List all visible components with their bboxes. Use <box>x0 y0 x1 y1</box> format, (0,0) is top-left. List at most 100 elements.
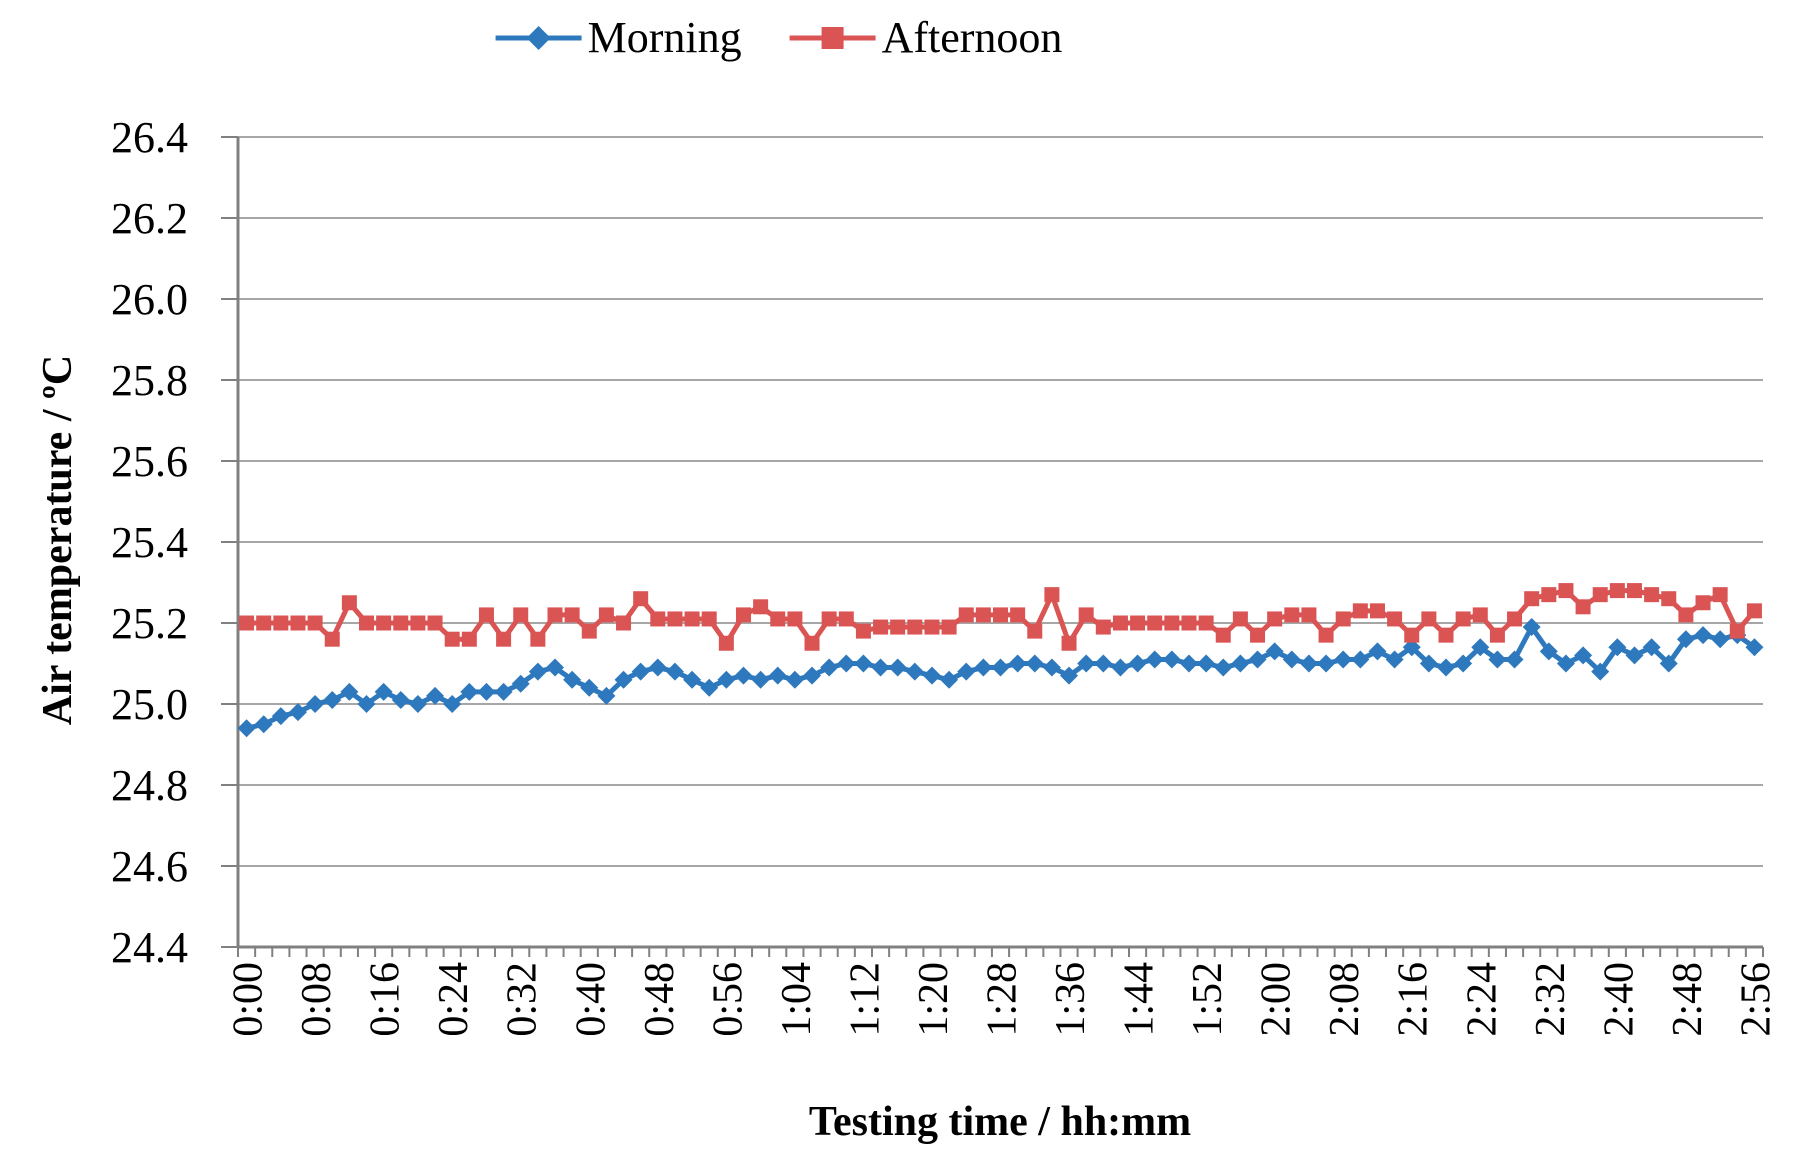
morning-marker <box>1351 650 1370 669</box>
afternoon-marker <box>1078 607 1094 623</box>
morning-marker <box>391 690 410 709</box>
afternoon-marker <box>650 611 666 627</box>
afternoon-marker <box>598 607 614 623</box>
x-tick-label: 0:16 <box>363 962 409 1037</box>
afternoon-marker <box>1027 623 1043 639</box>
afternoon-marker <box>1609 583 1625 599</box>
morning-marker <box>1642 638 1661 657</box>
afternoon-marker <box>461 631 477 647</box>
afternoon-marker <box>1284 607 1300 623</box>
afternoon-marker <box>1318 627 1334 643</box>
morning-marker <box>700 678 719 697</box>
morning-marker <box>1454 654 1473 673</box>
x-tick-label: 1:52 <box>1185 962 1231 1037</box>
afternoon-marker <box>564 607 580 623</box>
x-tick-label: 0:48 <box>637 962 683 1037</box>
morning-marker <box>1077 654 1096 673</box>
morning-marker <box>1574 646 1593 665</box>
morning-marker <box>1111 658 1130 677</box>
afternoon-marker <box>393 615 409 631</box>
y-tick-label: 26.4 <box>111 113 188 162</box>
morning-marker <box>1282 650 1301 669</box>
x-tick-label: 2:16 <box>1391 962 1437 1037</box>
morning-marker <box>1008 654 1027 673</box>
morning-marker <box>1659 654 1678 673</box>
afternoon-marker <box>1164 615 1180 631</box>
afternoon-marker <box>890 619 906 635</box>
legend-item-morning: Morning <box>494 16 742 60</box>
x-tick-label: 2:56 <box>1733 962 1779 1037</box>
morning-marker <box>785 670 804 689</box>
x-tick-label: 0:24 <box>431 962 477 1037</box>
y-tick-label: 25.6 <box>111 437 188 486</box>
morning-marker <box>1625 646 1644 665</box>
afternoon-marker <box>256 615 272 631</box>
morning-marker <box>1128 654 1147 673</box>
afternoon-marker <box>1250 627 1266 643</box>
morning-marker <box>683 670 702 689</box>
afternoon-marker <box>1112 615 1128 631</box>
afternoon-marker <box>1215 627 1231 643</box>
afternoon-marker <box>1387 611 1403 627</box>
y-tick-label: 25.2 <box>111 599 188 648</box>
afternoon-marker <box>1301 607 1317 623</box>
morning-marker <box>1556 654 1575 673</box>
x-tick-label: 1:12 <box>842 962 888 1037</box>
afternoon-marker <box>1592 587 1608 603</box>
afternoon-marker <box>307 615 323 631</box>
afternoon-marker <box>787 611 803 627</box>
morning-marker <box>1265 642 1284 661</box>
x-tick-label: 2:32 <box>1528 962 1574 1037</box>
x-tick-label: 0:56 <box>705 962 751 1037</box>
morning-marker <box>1608 638 1627 657</box>
morning-marker <box>1385 650 1404 669</box>
afternoon-marker <box>341 595 357 611</box>
afternoon-series-swatch-icon <box>789 27 876 49</box>
afternoon-marker <box>1524 591 1540 607</box>
afternoon-marker <box>427 615 443 631</box>
legend-label-morning: Morning <box>587 13 742 62</box>
morning-marker <box>1248 650 1267 669</box>
morning-marker <box>1060 666 1079 685</box>
afternoon-marker <box>290 615 306 631</box>
morning-marker <box>237 719 256 738</box>
morning-marker <box>1334 650 1353 669</box>
y-tick-label: 25.4 <box>111 518 188 567</box>
legend-label-afternoon: Afternoon <box>881 13 1063 62</box>
morning-marker <box>803 666 822 685</box>
morning-marker <box>1145 650 1164 669</box>
morning-marker <box>1317 654 1336 673</box>
afternoon-marker <box>633 591 649 607</box>
x-tick-label: 2:00 <box>1254 962 1300 1037</box>
afternoon-marker <box>324 631 340 647</box>
afternoon-marker <box>444 631 460 647</box>
afternoon-marker <box>1130 615 1146 631</box>
morning-marker <box>751 670 770 689</box>
afternoon-marker <box>1644 587 1660 603</box>
morning-marker <box>1025 654 1044 673</box>
afternoon-marker <box>616 615 632 631</box>
morning-marker <box>1197 654 1216 673</box>
afternoon-marker <box>770 611 786 627</box>
morning-marker <box>1505 650 1524 669</box>
morning-marker <box>1094 654 1113 673</box>
x-tick-label: 0:00 <box>226 962 272 1037</box>
x-tick-label: 1:36 <box>1048 962 1094 1037</box>
morning-marker <box>871 658 890 677</box>
morning-marker <box>1522 618 1541 637</box>
afternoon-marker <box>1267 611 1283 627</box>
morning-marker <box>631 662 650 681</box>
x-tick-label: 2:48 <box>1665 962 1711 1037</box>
afternoon-marker <box>1489 627 1505 643</box>
morning-marker <box>1591 662 1610 681</box>
afternoon-marker <box>958 607 974 623</box>
afternoon-marker <box>1507 611 1523 627</box>
morning-marker <box>1437 658 1456 677</box>
afternoon-marker <box>1626 583 1642 599</box>
x-tick-label: 1:44 <box>1117 962 1163 1037</box>
morning-marker <box>254 715 273 734</box>
morning-marker <box>837 654 856 673</box>
afternoon-marker <box>547 607 563 623</box>
